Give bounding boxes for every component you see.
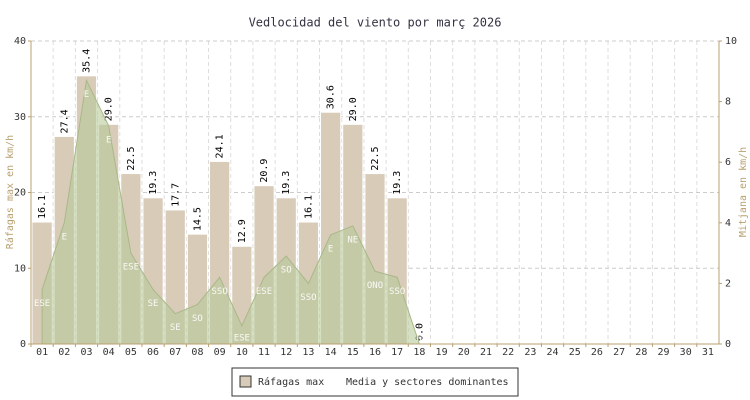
x-tick-label: 24 (547, 347, 559, 358)
x-tick-label: 25 (569, 347, 581, 358)
sector-label: SE (170, 323, 181, 333)
x-tick-label: 18 (413, 347, 425, 358)
y-tick-label: 10 (14, 263, 26, 274)
value-label: 22.5 (126, 146, 137, 170)
x-tick-label: 06 (147, 347, 159, 358)
value-label: 0.0 (414, 323, 425, 341)
sector-label: NE (347, 235, 358, 245)
value-label: 19.3 (148, 171, 159, 195)
x-tick-label: 19 (436, 347, 448, 358)
x-tick-label: 15 (347, 347, 359, 358)
y-tick-label: 20 (14, 188, 26, 199)
x-tick-label: 04 (103, 347, 115, 358)
legend-swatch (239, 375, 252, 388)
x-tick-label: 12 (280, 347, 292, 358)
y2-tick-label: 2 (725, 278, 731, 289)
y2-tick-label: 4 (725, 218, 731, 229)
x-tick-label: 11 (258, 347, 270, 358)
value-label: 29.0 (348, 97, 359, 121)
sector-label: ONO (367, 281, 383, 291)
x-tick-label: 13 (302, 347, 314, 358)
x-tick-label: 05 (125, 347, 137, 358)
value-label: 16.1 (37, 195, 48, 219)
y-tick-label: 0 (20, 339, 26, 350)
x-tick-label: 20 (458, 347, 470, 358)
x-tick-label: 01 (36, 347, 48, 358)
y-axis-label: Ráfagas max en km/h (4, 135, 16, 249)
y2-tick-label: 0 (725, 339, 731, 350)
x-tick-label: 07 (169, 347, 181, 358)
x-tick-label: 27 (613, 347, 625, 358)
value-label: 35.4 (81, 49, 92, 73)
sector-label: ESE (123, 263, 139, 273)
legend-label: Ráfagas max (258, 376, 324, 388)
sector-label: SO (192, 314, 203, 324)
legend-box (231, 367, 519, 397)
x-tick-label: 31 (702, 347, 714, 358)
value-label: 19.3 (392, 171, 403, 195)
legend-label: Media y sectores dominantes (346, 377, 509, 388)
y2-tick-label: 8 (725, 97, 731, 108)
sector-label: N (417, 334, 422, 344)
x-tick-label: 09 (214, 347, 226, 358)
value-label: 17.7 (170, 183, 181, 207)
x-tick-label: 28 (635, 347, 647, 358)
x-tick-label: 03 (80, 347, 92, 358)
sector-label: E (84, 90, 89, 100)
sector-label: SSO (389, 287, 405, 297)
sector-label: ESE (256, 287, 272, 297)
x-tick-label: 26 (591, 347, 603, 358)
sector-label: E (62, 232, 67, 242)
y-tick-label: 40 (14, 36, 26, 47)
sector-label: E (106, 135, 111, 145)
sector-label: SE (148, 299, 159, 309)
sector-label: SSO (300, 293, 316, 303)
sector-label: SO (281, 266, 292, 276)
sector-label: SSO (212, 287, 228, 297)
y2-tick-label: 6 (725, 157, 731, 168)
x-tick-label: 23 (524, 347, 536, 358)
y2-tick-label: 10 (725, 36, 737, 47)
x-tick-label: 10 (236, 347, 248, 358)
x-tick-label: 02 (58, 347, 70, 358)
value-label: 24.1 (215, 134, 226, 158)
x-tick-label: 29 (657, 347, 669, 358)
value-label: 27.4 (59, 109, 70, 133)
x-tick-label: 08 (191, 347, 203, 358)
value-label: 12.9 (237, 219, 248, 243)
value-label: 14.5 (192, 207, 203, 231)
value-label: 19.3 (281, 171, 292, 195)
value-label: 22.5 (370, 146, 381, 170)
area (41, 78, 421, 345)
x-tick-label: 14 (325, 347, 337, 358)
y2-axis-label: Mitjana en km/h (738, 147, 749, 237)
x-tick-label: 22 (502, 347, 514, 358)
value-label: 30.6 (326, 85, 337, 109)
x-tick-label: 17 (391, 347, 403, 358)
value-label: 16.1 (303, 195, 314, 219)
x-tick-label: 21 (480, 347, 492, 358)
value-label: 29.0 (104, 97, 115, 121)
sector-label: ESE (234, 334, 250, 344)
chart-title: Vedlocidad del viento por març 2026 (249, 16, 502, 30)
sector-label: ESE (34, 299, 50, 309)
value-label: 20.9 (259, 159, 270, 183)
x-tick-label: 16 (369, 347, 381, 358)
x-tick-label: 30 (680, 347, 692, 358)
sector-label: E (328, 244, 333, 254)
y-tick-label: 30 (14, 112, 26, 123)
